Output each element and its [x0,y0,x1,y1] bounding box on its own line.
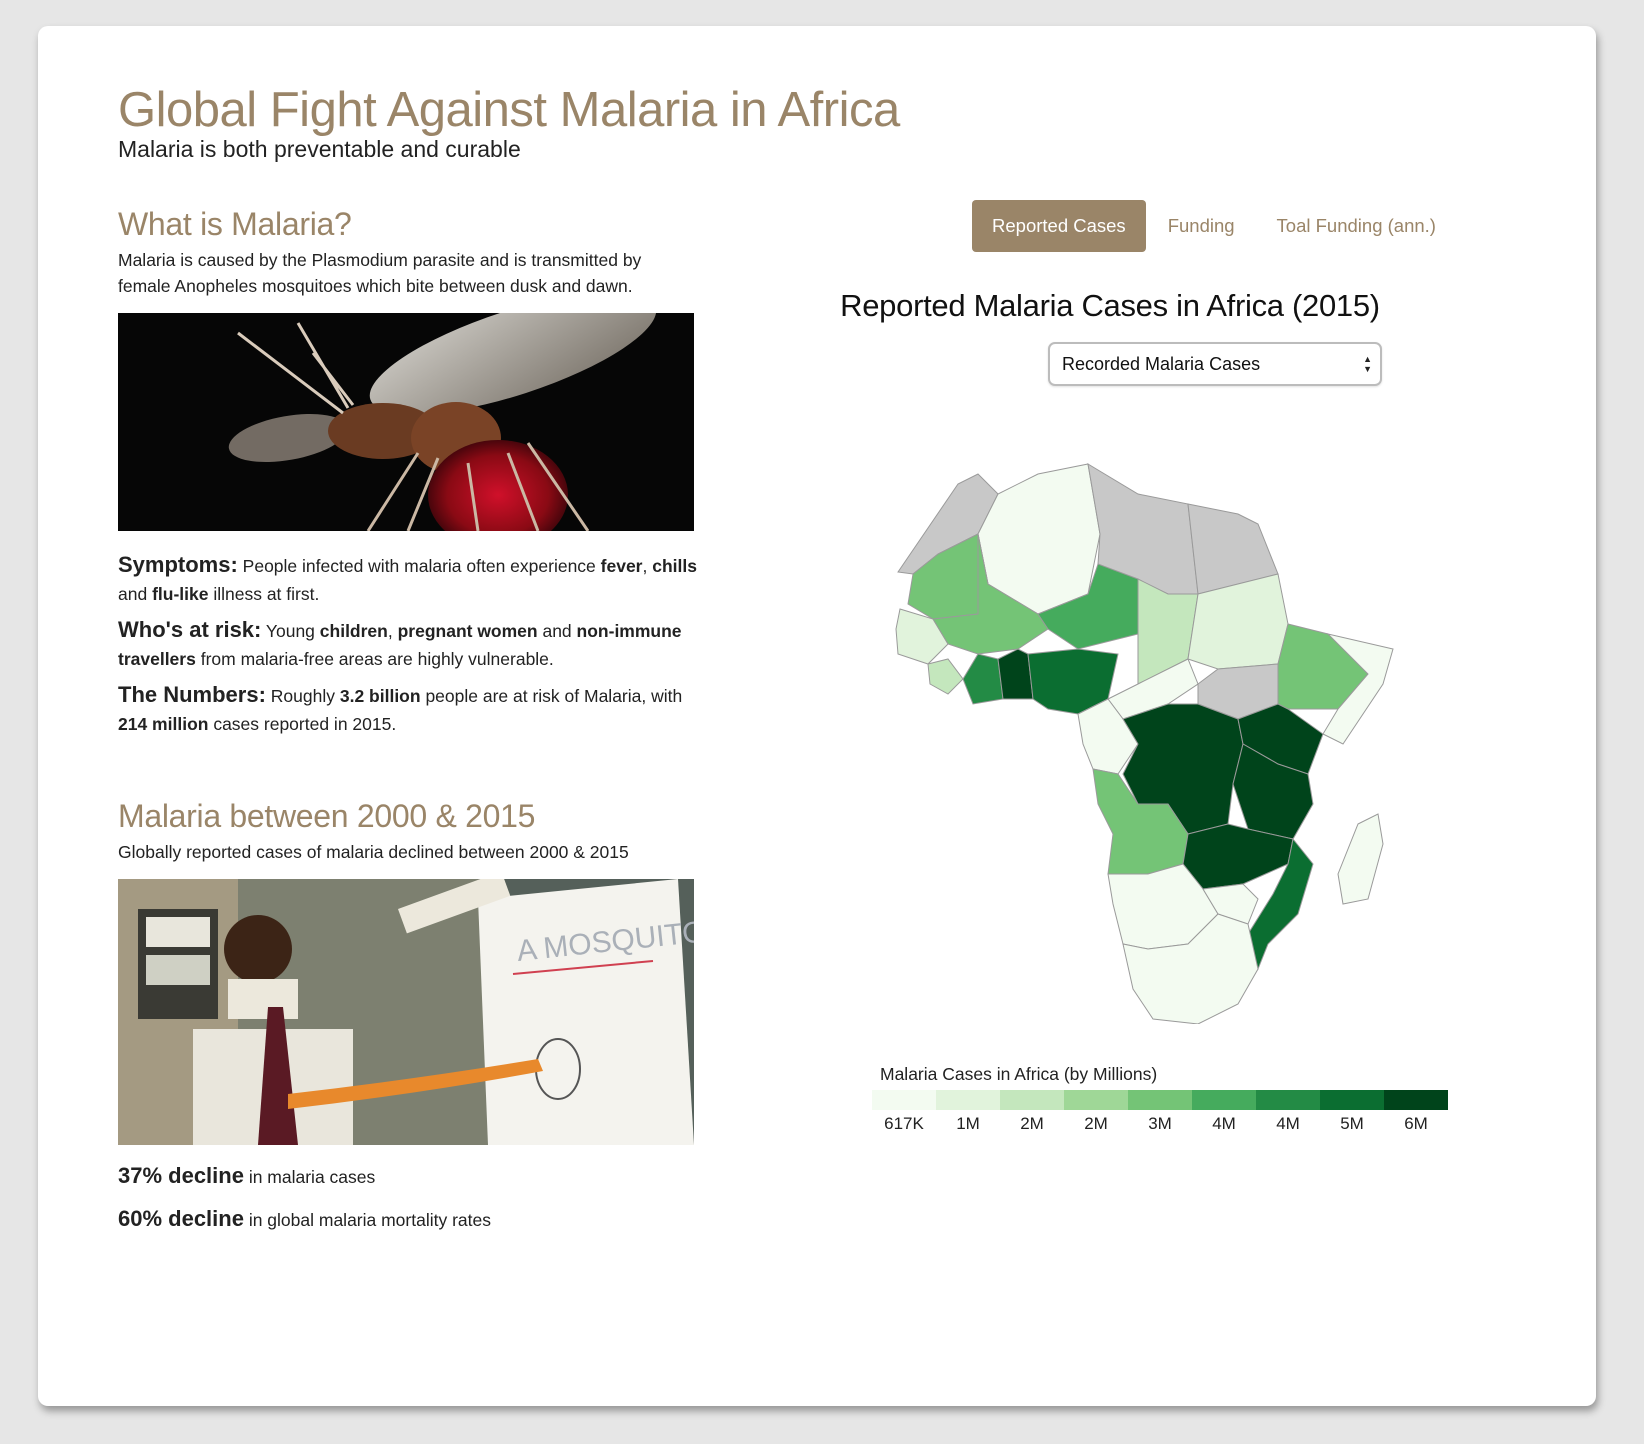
malaria-trend-text: Globally reported cases of malaria decli… [118,842,629,862]
legend-label: 617K [884,1114,924,1133]
page-subtitle: Malaria is both preventable and curable [118,136,521,162]
fact-text: and [118,584,153,604]
fact-risk: Who's at risk: Young children, pregnant … [118,616,698,673]
stat-text: in global malaria mortality rates [243,1210,491,1230]
tab-reported-cases[interactable]: Reported Cases [972,200,1146,252]
malaria-trend-section: Malaria between 2000 & 2015 Globally rep… [118,798,698,1249]
teacher-photo: A MOSQUITO [118,879,694,1145]
country-cote-divoire[interactable] [962,653,1004,705]
fact-bold: 214 million [118,714,209,734]
country-somalia[interactable] [1322,633,1394,745]
stat-cases-decline: 37% decline in malaria cases [118,1163,698,1190]
map-legend: 617K 1M 2M 2M 3M 4M 4M 5M 6M [872,1090,1448,1134]
country-egypt[interactable] [1187,503,1279,595]
legend-item: 3M [1128,1090,1192,1134]
metric-select-value: Recorded Malaria Cases [1062,354,1261,374]
fact-text: , [387,621,398,641]
legend-item: 2M [1064,1090,1128,1134]
legend-item: 4M [1192,1090,1256,1134]
view-tabs: Reported Cases Funding Toal Funding (ann… [972,200,1458,252]
legend-swatch [1384,1090,1448,1110]
country-cameroon-gabon-congo[interactable] [1077,698,1139,775]
fact-text: cases reported in 2015. [208,714,397,734]
legend-swatch [1064,1090,1128,1110]
what-is-malaria-section: What is Malaria? Malaria is caused by th… [118,206,698,746]
country-zimbabwe[interactable] [1202,883,1259,925]
country-sierra-leone-liberia[interactable] [927,658,964,695]
fact-text: Roughly [265,686,340,706]
legend-label: 4M [1212,1114,1236,1133]
decline-stats: 37% decline in malaria cases 60% decline… [118,1163,698,1233]
fact-bold: fever [600,556,643,576]
metric-select[interactable]: Recorded Malaria Cases ▲ ▼ [1048,342,1382,386]
legend-swatch [936,1090,1000,1110]
tab-total-funding[interactable]: Toal Funding (ann.) [1276,215,1436,236]
legend-label: 3M [1148,1114,1172,1133]
malaria-facts: Symptoms: People infected with malaria o… [118,551,698,738]
stat-mortality-decline: 60% decline in global malaria mortality … [118,1206,698,1233]
fact-text: people are at risk of Malaria, with [420,686,683,706]
map-title: Reported Malaria Cases in Africa (2015) [840,288,1380,323]
legend-label: 2M [1020,1114,1044,1133]
fact-symptoms: Symptoms: People infected with malaria o… [118,551,698,608]
legend-item: 5M [1320,1090,1384,1134]
fact-text: illness at first. [208,584,320,604]
fact-bold: children [319,621,388,641]
malaria-trend-heading: Malaria between 2000 & 2015 [118,798,536,834]
mosquito-illustration [118,313,694,531]
legend-item: 1M [936,1090,1000,1134]
page-title: Global Fight Against Malaria in Africa [118,83,900,137]
mosquito-photo [118,313,694,531]
legend-swatch [1128,1090,1192,1110]
legend-item: 2M [1000,1090,1064,1134]
stat-value: 60% decline [118,1206,244,1231]
fact-bold: non-immune travellers [118,621,682,669]
legend-swatch [1000,1090,1064,1110]
classroom-illustration: A MOSQUITO [118,879,694,1145]
legend-swatch [1192,1090,1256,1110]
main-card: Global Fight Against Malaria in Africa M… [38,26,1596,1406]
legend-item: 4M [1256,1090,1320,1134]
fact-text: , [642,556,653,576]
legend-item: 617K [872,1090,936,1134]
select-arrows-icon: ▲ ▼ [1363,354,1372,374]
fact-numbers: The Numbers: Roughly 3.2 billion people … [118,681,698,738]
legend-label: 2M [1084,1114,1108,1133]
legend-label: 4M [1276,1114,1300,1133]
tab-funding[interactable]: Funding [1167,215,1235,236]
fact-bold: chills [652,556,697,576]
legend-label: 5M [1340,1114,1364,1133]
fact-bold: pregnant women [397,621,538,641]
country-mali[interactable] [932,533,1049,655]
what-is-malaria-text: Malaria is caused by the Plasmodium para… [118,250,642,296]
legend-label: 1M [956,1114,980,1133]
country-ghana-burkina[interactable] [997,648,1034,700]
fact-text: Young [261,621,320,641]
country-tanzania[interactable] [1232,743,1314,840]
fact-text: People infected with malaria often exper… [237,556,601,576]
country-south-africa[interactable] [1122,913,1259,1025]
country-madagascar[interactable] [1337,813,1384,905]
fact-text: from malaria-free areas are highly vulne… [195,649,554,669]
legend-title: Malaria Cases in Africa (by Millions) [880,1064,1158,1084]
legend-swatch [1320,1090,1384,1110]
stat-value: 37% decline [118,1163,244,1188]
fact-bold: 3.2 billion [339,686,421,706]
fact-label: The Numbers: [118,682,266,707]
legend-swatch [872,1090,936,1110]
fact-text: and [537,621,577,641]
africa-map-svg [895,463,1394,1025]
fact-label: Symptoms: [118,552,238,577]
legend-item: 6M [1384,1090,1448,1134]
country-niger[interactable] [1037,563,1139,650]
what-is-malaria-heading: What is Malaria? [118,206,352,242]
legend-swatch [1256,1090,1320,1110]
fact-label: Who's at risk: [118,617,262,642]
africa-choropleth-map [838,444,1398,1025]
country-nigeria[interactable] [1027,648,1119,715]
legend-label: 6M [1404,1114,1428,1133]
stat-text: in malaria cases [243,1167,376,1187]
fact-bold: flu-like [152,584,209,604]
